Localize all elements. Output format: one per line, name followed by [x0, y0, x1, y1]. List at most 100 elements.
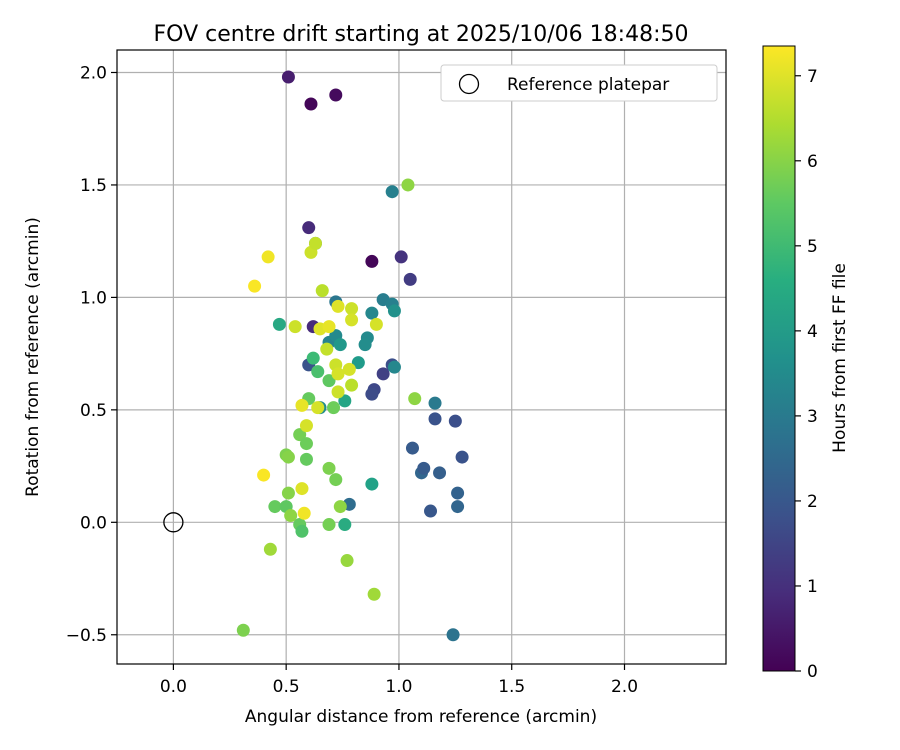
- y-tick-label: 1.5: [80, 176, 107, 196]
- data-point: [446, 628, 460, 642]
- data-point: [351, 356, 365, 370]
- data-point: [331, 299, 345, 313]
- data-point: [268, 500, 282, 514]
- chart-title: FOV centre drift starting at 2025/10/06 …: [154, 22, 689, 47]
- data-point: [340, 554, 354, 568]
- data-point: [327, 401, 341, 415]
- data-point: [284, 509, 298, 523]
- data-point: [401, 178, 415, 192]
- data-point: [367, 587, 381, 601]
- data-point: [365, 254, 379, 268]
- x-tick-label: 1.5: [498, 677, 525, 697]
- data-point: [369, 317, 383, 331]
- data-point: [405, 441, 419, 455]
- colorbar-tick-label: 7: [807, 67, 818, 87]
- data-point: [293, 428, 307, 442]
- data-point: [299, 452, 313, 466]
- data-point: [333, 500, 347, 514]
- data-point: [345, 378, 359, 392]
- colorbar: 0 1 2 3 4 5 6 7 Hours from first FF file: [762, 45, 850, 682]
- data-point: [338, 394, 352, 408]
- data-point: [331, 385, 345, 399]
- data-point: [272, 317, 286, 331]
- data-point: [311, 365, 325, 379]
- data-point: [320, 342, 334, 356]
- data-point: [295, 524, 309, 538]
- data-point: [451, 486, 465, 500]
- data-point: [295, 398, 309, 412]
- colorbar-tick-label: 2: [807, 492, 818, 512]
- colorbar-tick-label: 1: [807, 577, 818, 597]
- colorbar-tick-label: 3: [807, 407, 818, 427]
- reference-point: [163, 512, 184, 533]
- x-tick-label: 0.5: [273, 677, 300, 697]
- y-tick-label: 1.0: [80, 288, 107, 308]
- data-point: [297, 506, 311, 520]
- colorbar-label: Hours from first FF file: [830, 263, 850, 453]
- data-point: [408, 392, 422, 406]
- data-point: [345, 313, 359, 327]
- data-point: [448, 414, 462, 428]
- legend-marker-reference: [458, 73, 480, 95]
- x-tick-label: 0.0: [160, 677, 187, 697]
- data-point: [385, 185, 399, 199]
- data-point: [365, 306, 379, 320]
- colorbar-tick-label: 0: [807, 662, 818, 682]
- y-axis-label: Rotation from reference (arcmin): [23, 217, 43, 497]
- data-point: [455, 450, 469, 464]
- data-point: [387, 360, 401, 374]
- data-point: [365, 477, 379, 491]
- y-tick-label: 0.0: [80, 513, 107, 533]
- data-point: [299, 437, 313, 451]
- data-point: [281, 450, 295, 464]
- data-point: [333, 338, 347, 352]
- data-point: [315, 284, 329, 298]
- data-point: [358, 338, 372, 352]
- legend: Reference platepar: [440, 64, 718, 102]
- data-point: [322, 374, 336, 388]
- data-point: [311, 401, 325, 415]
- data-point: [433, 466, 447, 480]
- data-point: [331, 367, 345, 381]
- data-point: [295, 482, 309, 496]
- data-point: [263, 542, 277, 556]
- data-point: [261, 250, 275, 264]
- colorbar-ticks: 0 1 2 3 4 5 6 7: [795, 67, 818, 682]
- colorbar-gradient: [762, 45, 796, 672]
- plot-frame: [116, 49, 727, 665]
- x-tick-label: 1.0: [385, 677, 412, 697]
- data-point: [257, 468, 271, 482]
- data-point: [403, 272, 417, 286]
- data-point: [376, 367, 390, 381]
- data-point: [338, 518, 352, 532]
- data-point: [248, 279, 262, 293]
- data-point: [342, 362, 356, 376]
- x-tick-label: 2.0: [611, 677, 638, 697]
- data-points: [236, 70, 469, 642]
- data-point: [322, 461, 336, 475]
- reference-marker: [163, 512, 184, 533]
- data-point: [424, 504, 438, 518]
- legend-box: [440, 64, 718, 102]
- data-point: [329, 473, 343, 487]
- data-point: [451, 500, 465, 514]
- data-point: [281, 70, 295, 84]
- colorbar-tick-label: 5: [807, 237, 818, 257]
- y-tick-label: −0.5: [66, 626, 107, 646]
- data-point: [428, 412, 442, 426]
- grid: [117, 50, 726, 664]
- data-point: [236, 623, 250, 637]
- data-point: [417, 461, 431, 475]
- colorbar-tick-label: 6: [807, 152, 818, 172]
- data-point: [365, 387, 379, 401]
- data-point: [387, 304, 401, 318]
- data-point: [322, 518, 336, 532]
- x-axis-label: Angular distance from reference (arcmin): [245, 707, 597, 727]
- data-point: [322, 320, 336, 334]
- data-point: [308, 236, 322, 250]
- data-point: [288, 320, 302, 334]
- colorbar-tick-label: 4: [807, 322, 818, 342]
- y-tick-label: 0.5: [80, 401, 107, 421]
- data-point: [281, 486, 295, 500]
